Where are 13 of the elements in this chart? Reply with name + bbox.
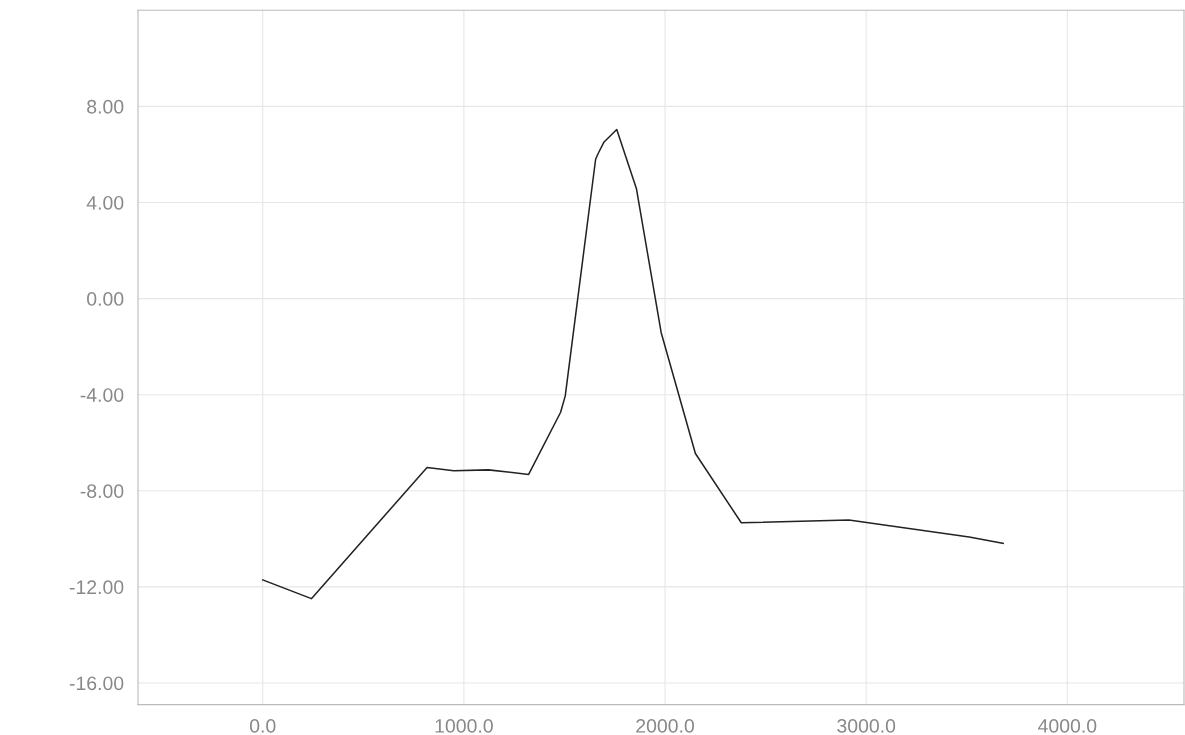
- line-series: [261, 128, 1004, 600]
- x-tick-label: 4000.0: [1038, 719, 1097, 733]
- y-tick-label: 4.00: [86, 195, 124, 210]
- y-tick-label: -4.00: [80, 388, 124, 402]
- y-tick-label: -8.00: [80, 484, 124, 499]
- x-tick-label: 1000.0: [435, 719, 493, 733]
- x-tick-label: 3000.0: [837, 719, 896, 733]
- y-tick-label: 8.00: [87, 99, 124, 114]
- y-tick-label: 0.00: [87, 292, 124, 306]
- x-tick-label: 2000.0: [636, 719, 694, 733]
- y-tick-label: -12.00: [69, 580, 124, 595]
- x-tick-label: 0.0: [249, 719, 276, 733]
- y-tick-label: -16.00: [69, 676, 124, 691]
